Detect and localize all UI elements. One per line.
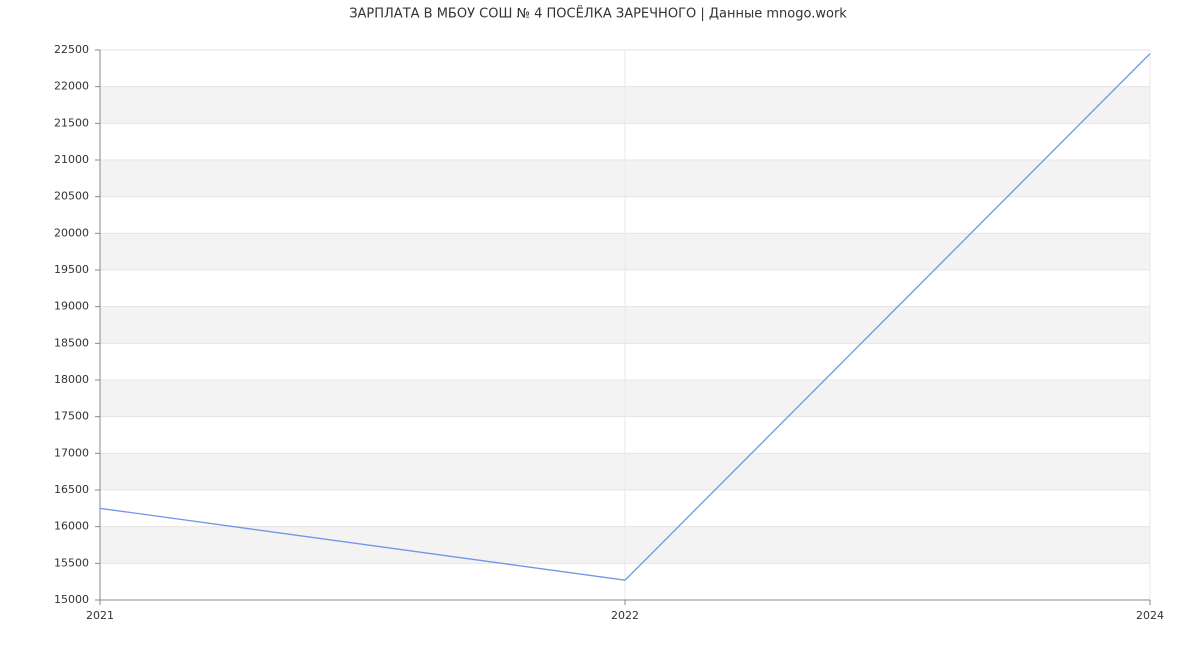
line-series (99, 53, 1151, 581)
y-tick-label: 16000 (54, 520, 89, 533)
y-tick-label: 22000 (54, 80, 89, 93)
chart-title: ЗАРПЛАТА В МБОУ СОШ № 4 ПОСЁЛКА ЗАРЕЧНОГ… (349, 6, 847, 22)
y-tick-label: 17500 (54, 410, 89, 423)
x-tick-label: 2022 (611, 609, 639, 622)
y-tick-label: 21000 (54, 153, 89, 166)
y-tick-label: 18000 (54, 373, 89, 386)
y-tick-label: 15500 (54, 556, 89, 569)
y-tick-label: 22500 (54, 43, 89, 56)
y-tick-label: 19000 (54, 300, 89, 313)
y-tick-label: 18500 (54, 336, 89, 349)
y-tick-label: 15000 (54, 593, 89, 606)
y-tick-label: 20000 (54, 226, 89, 239)
y-tick-label: 20500 (54, 190, 89, 203)
x-tick-label: 2021 (86, 609, 114, 622)
y-tick-label: 19500 (54, 263, 89, 276)
x-tick-label: 2024 (1136, 609, 1164, 622)
y-tick-label: 16500 (54, 483, 89, 496)
y-tick-label: 17000 (54, 446, 89, 459)
y-tick-label: 21500 (54, 116, 89, 129)
